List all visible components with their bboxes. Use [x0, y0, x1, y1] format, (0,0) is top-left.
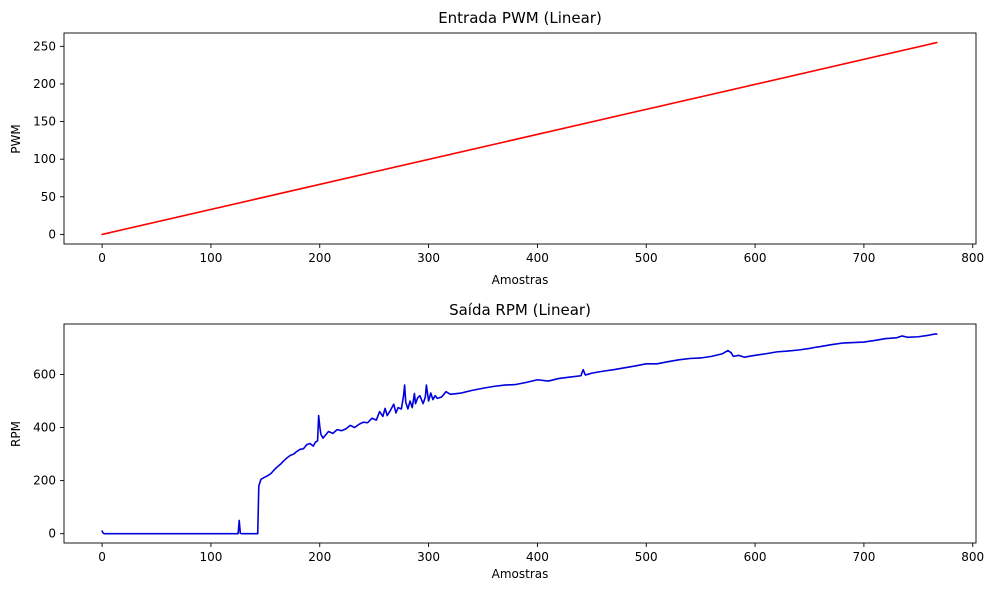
rpm-x-tick-label: 300 — [417, 550, 440, 564]
rpm-y-tick-label: 0 — [48, 527, 56, 541]
pwm-x-tick-label: 800 — [961, 251, 984, 265]
rpm-y-axis-label: RPM — [9, 421, 23, 447]
pwm-y-tick-label: 50 — [41, 190, 56, 204]
pwm-x-ticks: 0 100 200 300 400 500 600 700 800 — [98, 244, 984, 265]
rpm-x-tick-label: 700 — [852, 550, 875, 564]
pwm-y-axis-label: PWM — [9, 124, 23, 153]
pwm-x-tick-label: 700 — [852, 251, 875, 265]
pwm-y-ticks: 0 50 100 150 200 250 — [33, 39, 64, 241]
rpm-chart: 0 100 200 300 400 500 600 700 800 0 200 400 600 Saí… — [9, 301, 984, 581]
rpm-x-tick-label: 500 — [635, 550, 658, 564]
pwm-series-line-0 — [101, 41, 938, 236]
rpm-x-tick-label: 600 — [744, 550, 767, 564]
pwm-x-tick-label: 400 — [526, 251, 549, 265]
rpm-x-tick-label: 200 — [308, 550, 331, 564]
pwm-x-axis-label: Amostras — [492, 273, 549, 287]
rpm-x-tick-label: 400 — [526, 550, 549, 564]
pwm-x-tick-label: 200 — [308, 251, 331, 265]
rpm-chart-title: Saída RPM (Linear) — [449, 301, 591, 319]
pwm-y-tick-label: 200 — [33, 77, 56, 91]
pwm-chart-title: Entrada PWM (Linear) — [438, 9, 602, 27]
rpm-x-ticks: 0 100 200 300 400 500 600 700 800 — [98, 543, 984, 564]
pwm-y-tick-label: 0 — [48, 227, 56, 241]
rpm-y-tick-label: 200 — [33, 474, 56, 488]
pwm-x-tick-label: 300 — [417, 251, 440, 265]
rpm-x-axis-label: Amostras — [492, 567, 549, 581]
pwm-x-tick-label: 0 — [98, 251, 106, 265]
pwm-x-tick-label: 600 — [744, 251, 767, 265]
pwm-y-tick-label: 150 — [33, 115, 56, 129]
rpm-plot-area — [63, 323, 977, 544]
rpm-series-group — [101, 333, 938, 535]
rpm-x-tick-label: 800 — [961, 550, 984, 564]
pwm-chart: 0 100 200 300 400 500 600 700 800 0 50 100 150 200 25… — [9, 9, 984, 287]
rpm-y-tick-label: 600 — [33, 367, 56, 381]
rpm-y-tick-label: 400 — [33, 421, 56, 435]
pwm-series-group — [101, 41, 938, 236]
pwm-x-tick-label: 500 — [635, 251, 658, 265]
rpm-x-tick-label: 0 — [98, 550, 106, 564]
rpm-series-line-0 — [101, 333, 938, 535]
rpm-y-ticks: 0 200 400 600 — [33, 367, 64, 541]
pwm-x-tick-label: 100 — [199, 251, 222, 265]
pwm-y-tick-label: 250 — [33, 39, 56, 53]
pwm-y-tick-label: 100 — [33, 152, 56, 166]
rpm-x-tick-label: 100 — [199, 550, 222, 564]
